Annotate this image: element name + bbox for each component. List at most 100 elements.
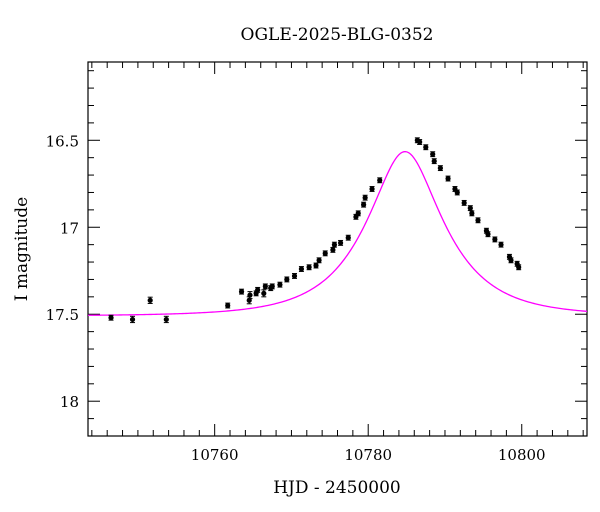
point-marker [445,175,451,182]
data-point [129,315,136,324]
data-point [469,210,475,217]
x-tick-label: 10780 [344,446,392,464]
point-marker [508,257,514,263]
point-marker [485,231,491,237]
data-point [284,276,290,283]
data-point [246,296,252,305]
y-tick-label: 17.5 [46,306,79,324]
point-marker [337,240,344,246]
data-point [322,250,328,257]
data-point [298,266,305,272]
data-point [362,194,368,201]
point-marker [454,189,460,196]
point-marker [316,257,322,263]
point-marker [417,139,423,145]
y-tick-label: 18 [60,393,79,411]
point-marker [469,210,475,216]
data-point [108,314,114,321]
model-curve [87,150,588,316]
point-marker [129,316,136,323]
point-marker [247,292,253,298]
data-point [461,199,467,206]
data-point [255,286,261,293]
data-point [337,239,344,246]
data-point [445,175,451,182]
data-point [498,241,504,248]
data-point [423,144,429,151]
point-marker [492,236,498,243]
data-point [361,201,367,208]
point-marker [291,273,298,279]
data-point [331,241,338,248]
y-tick-label: 17 [60,219,79,237]
x-tick-label: 10800 [498,446,546,464]
point-marker [430,151,436,157]
point-marker [313,262,319,269]
point-marker [163,316,169,323]
data-point [261,289,267,298]
data-point [377,177,383,184]
x-axis-label: HJD - 2450000 [273,478,401,498]
point-marker [147,297,153,303]
point-marker [461,200,467,206]
plot-frame [87,61,588,437]
data-points-layer [108,137,522,324]
point-marker [431,158,437,164]
point-marker [225,302,231,309]
data-point [313,262,319,269]
point-marker [331,242,338,248]
point-marker [277,282,283,288]
point-marker [255,287,261,293]
model-curve-layer [87,150,588,316]
data-point [238,288,245,295]
point-marker [322,250,328,256]
data-point [430,151,436,158]
data-point [247,291,253,300]
point-marker [361,202,367,208]
point-marker [467,205,473,211]
y-axis-label: I magnitude [12,197,32,301]
point-marker [345,235,351,241]
point-marker [355,210,361,216]
point-marker [330,247,336,253]
point-marker [261,290,267,296]
point-marker [269,283,275,289]
x-axis-ticks: 10760 10780 10800 [91,62,584,464]
data-point [417,139,423,145]
point-marker [437,165,443,171]
point-marker [369,186,375,192]
point-marker [238,289,245,295]
point-marker [108,315,114,321]
point-marker [306,264,312,270]
point-marker [284,276,290,283]
data-point [277,281,283,288]
data-point [431,158,437,165]
point-marker [516,264,522,270]
point-marker [423,144,429,150]
data-point [516,264,522,271]
y-axis-ticks: 16.5 17 17.5 18 [46,70,587,437]
data-point [269,283,275,290]
point-marker [377,177,383,183]
data-point [508,257,514,264]
data-point [262,283,268,290]
data-point [147,296,153,304]
y-tick-label: 16.5 [46,132,79,150]
data-point [355,210,361,217]
point-marker [262,283,268,289]
data-point [467,205,473,212]
data-point [485,231,491,238]
chart-title: OGLE-2025-BLG-0352 [241,25,434,45]
point-marker [498,242,504,248]
data-point [454,189,460,196]
data-point [345,234,351,241]
data-point [437,165,443,172]
data-point [291,273,298,279]
data-point [475,217,481,224]
data-point [316,257,322,264]
data-point [330,246,336,253]
data-point [306,264,312,271]
point-marker [362,195,368,201]
point-marker [475,217,481,223]
